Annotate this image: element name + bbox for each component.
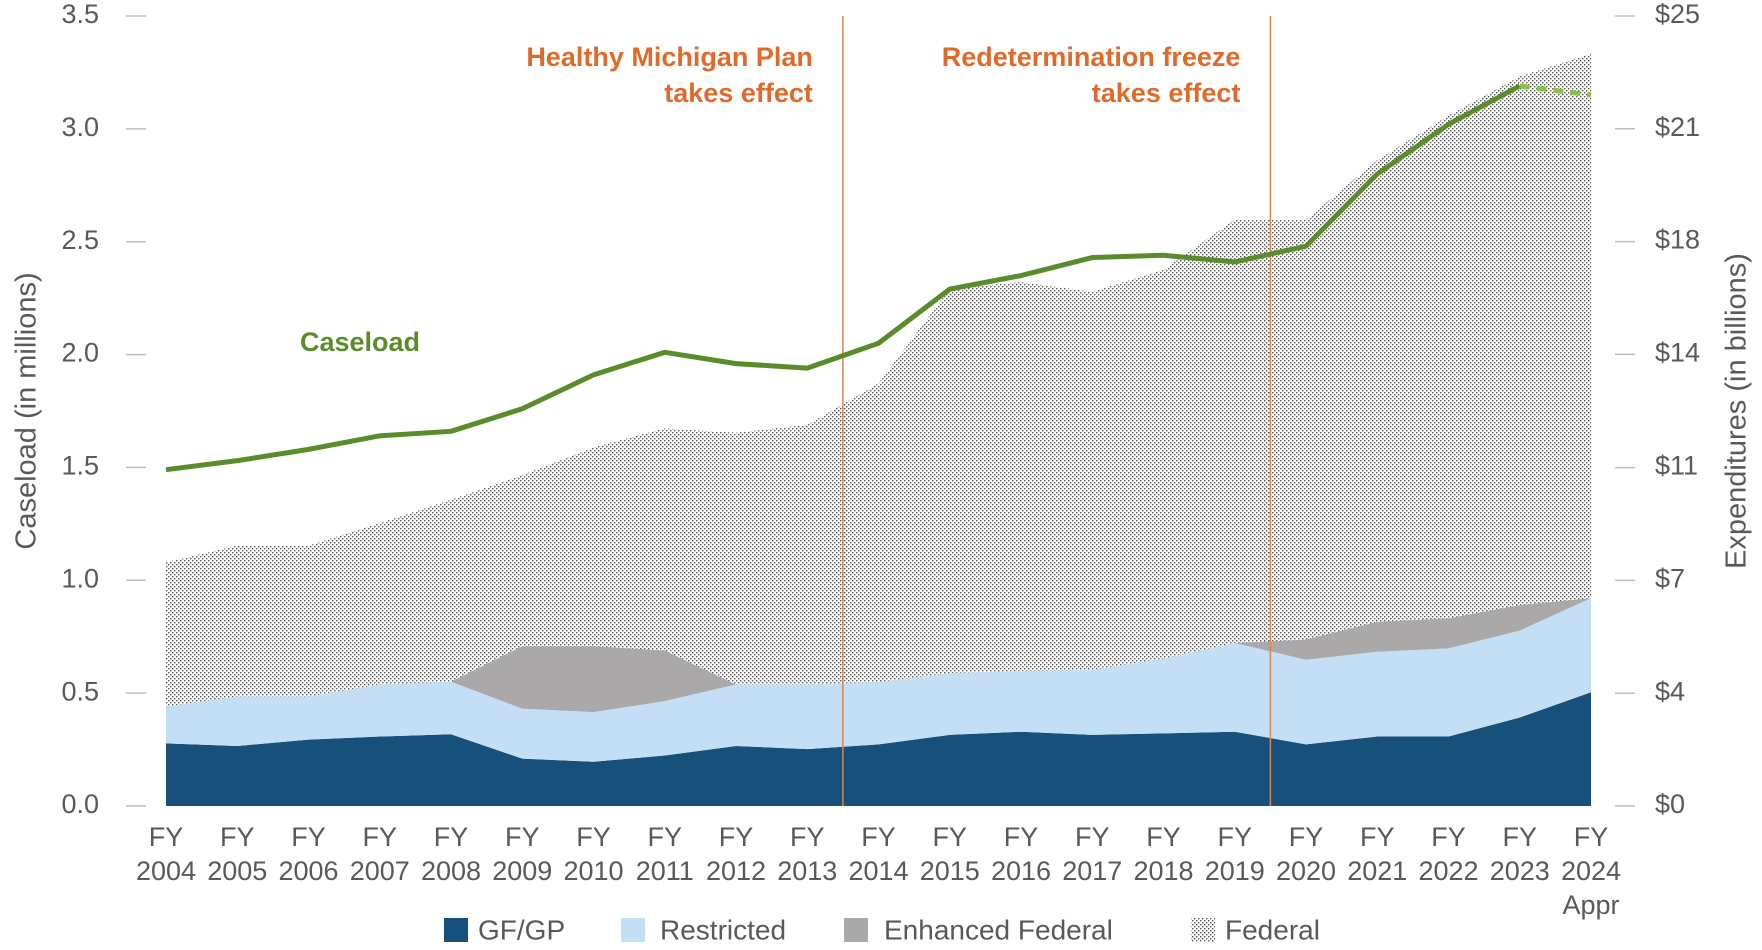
area <box>166 53 1591 707</box>
y-tick-label: 2.0 <box>61 338 99 368</box>
y2-tick-label: $4 <box>1655 676 1685 706</box>
y2-tick-label: $21 <box>1655 112 1700 142</box>
legend-swatch <box>621 918 645 942</box>
legend-label: Restricted <box>660 914 786 945</box>
x-tick-label: FY 2005 <box>207 822 268 886</box>
y2-tick-label: $18 <box>1655 225 1700 255</box>
y-tick-label: 1.5 <box>61 451 99 481</box>
x-tick-label: FY 2009 <box>492 822 553 886</box>
x-tick-label: FY 2024 Appr <box>1560 822 1622 920</box>
y-tick-label: 2.5 <box>61 225 99 255</box>
x-tick-label: FY 2013 <box>777 822 838 886</box>
area <box>166 692 1591 806</box>
x-tick-label: FY 2014 <box>848 822 909 886</box>
x-tick-label: FY 2020 <box>1275 822 1337 886</box>
y-tick-label: 0.5 <box>61 676 99 706</box>
x-tick-label: FY 2017 <box>1062 822 1123 886</box>
annotation: Healthy Michigan Plan <box>526 42 813 72</box>
x-tick-label: FY 2023 <box>1489 822 1550 886</box>
x-tick-label: FY 2004 <box>135 822 197 886</box>
y2-tick-label: $0 <box>1655 789 1685 819</box>
area <box>166 598 1591 762</box>
legend-swatch <box>444 918 468 942</box>
x-tick-label: FY 2011 <box>635 822 694 886</box>
x-tick-label: FY 2022 <box>1418 822 1479 886</box>
y-axis-title: Caseload (in millions) <box>11 272 43 549</box>
annotation: Redetermination freeze <box>942 42 1241 72</box>
caseload-projection <box>1519 83 1592 98</box>
legend-label: Federal <box>1225 914 1320 945</box>
x-tick-label: FY 2019 <box>1204 822 1265 886</box>
y-tick-label: 0.0 <box>61 789 99 819</box>
y2-tick-label: $7 <box>1655 564 1685 594</box>
y2-tick-label: $25 <box>1655 0 1700 29</box>
x-tick-label: FY 2015 <box>919 822 980 886</box>
caseload-line <box>165 83 1521 473</box>
legend-label: Enhanced Federal <box>884 914 1113 945</box>
y-tick-label: 3.0 <box>61 112 99 142</box>
annotation: takes effect <box>664 78 813 108</box>
x-tick-label: FY 2008 <box>420 822 482 886</box>
y2-tick-label: $11 <box>1655 451 1698 481</box>
x-tick-label: FY 2006 <box>278 822 339 886</box>
area <box>166 598 1591 713</box>
x-tick-label: FY 2010 <box>563 822 624 886</box>
y2-tick-label: $14 <box>1655 338 1700 368</box>
x-tick-label: FY 2018 <box>1133 822 1194 886</box>
x-tick-label: FY 2007 <box>349 822 410 886</box>
x-tick-label: FY 2012 <box>705 822 767 886</box>
caseload-label: Caseload <box>300 327 420 357</box>
annotation: takes effect <box>1092 78 1241 108</box>
legend-swatch <box>1191 918 1215 942</box>
x-tick-label: FY 2016 <box>990 822 1052 886</box>
legend-swatch <box>844 918 868 942</box>
x-tick-label: FY 2021 <box>1347 822 1408 886</box>
legend-label: GF/GP <box>478 914 565 945</box>
y-tick-label: 1.0 <box>61 563 99 593</box>
y-tick-label: 3.5 <box>61 0 99 29</box>
y2-axis-title: Expenditures (in billions) <box>1721 253 1753 569</box>
